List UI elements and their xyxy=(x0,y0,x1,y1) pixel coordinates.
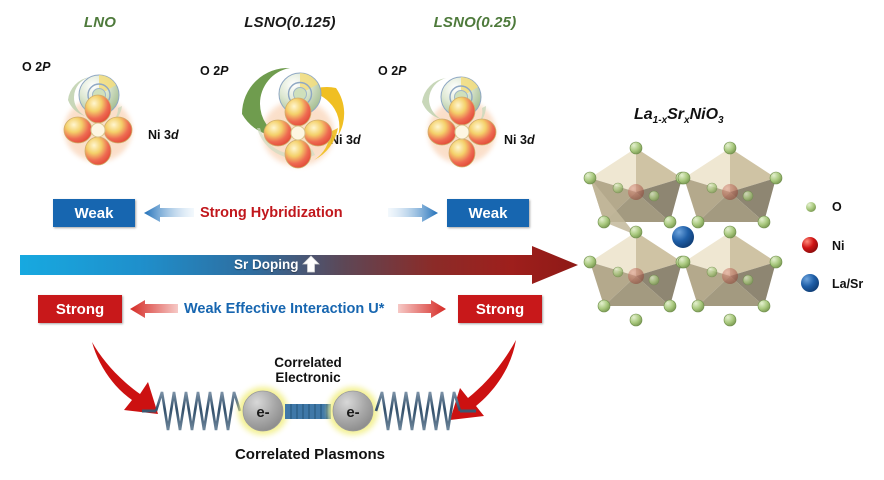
p-lobe-right xyxy=(472,106,486,129)
legend-swatch-o-icon xyxy=(806,202,816,212)
d-lobe-bottom xyxy=(448,138,476,168)
legend-label-o: O xyxy=(832,200,842,214)
spring-left xyxy=(154,391,242,431)
d-lobe-bottom xyxy=(284,139,312,169)
electron-sphere-right xyxy=(332,390,374,432)
interaction-arrow-right-icon xyxy=(398,300,446,318)
d-orbital-center xyxy=(454,124,470,140)
electron-sphere-left xyxy=(242,390,284,432)
hybridization-arrow-left-icon xyxy=(144,204,194,222)
caption-line-1: Correlated xyxy=(274,355,342,370)
octahedron-bottom-left xyxy=(590,232,682,306)
orbital-diagram-lsno0125 xyxy=(241,67,345,169)
d-lobe-left xyxy=(427,118,457,146)
d-lobe-top xyxy=(284,97,312,127)
up-arrow-icon xyxy=(302,255,320,273)
lasr-atom-center xyxy=(672,226,694,248)
d-lobe-right xyxy=(103,116,133,144)
caption-line-2: Electronic xyxy=(275,370,341,386)
legend-label-ni: Ni xyxy=(832,239,845,253)
orbital-diagram-lno xyxy=(63,74,133,166)
o2p-label-lsno0125: O 2P xyxy=(200,64,229,78)
d-lobe-bottom xyxy=(84,136,112,166)
correlated-plasmon-diagram: e- e- xyxy=(142,387,476,435)
strong-box-right: Strong xyxy=(458,295,542,323)
ni-atoms xyxy=(628,184,738,284)
ni3d-label-lno: Ni 3d xyxy=(148,128,179,142)
chemical-formula: La1-xSrxNiO3 xyxy=(634,106,724,127)
d-lobe-top xyxy=(84,94,112,124)
panel-title-lsno0125: LSNO(0.125) xyxy=(244,14,336,31)
legend-label-lasr: La/Sr xyxy=(832,277,864,291)
p-lobe-left xyxy=(422,78,446,119)
o2p-label-lno: O 2P xyxy=(22,60,51,74)
panel-title-lno: LNO xyxy=(83,14,117,31)
d-lobe-right xyxy=(467,118,497,146)
d-lobe-left xyxy=(63,116,93,144)
d-lobe-left xyxy=(263,119,293,147)
octahedron-top-right xyxy=(684,148,776,222)
d-orbital-center xyxy=(290,125,306,141)
d-lobe-right xyxy=(303,119,333,147)
legend-swatch-lasr-icon xyxy=(801,274,819,292)
octahedron-top-left xyxy=(590,148,682,235)
ni3d-label-lsno0125: Ni 3d xyxy=(330,133,361,147)
electron-label-left: e- xyxy=(256,404,269,421)
sr-doping-label: Sr Doping xyxy=(234,257,299,272)
big-red-arrow-left-icon xyxy=(92,342,158,414)
p-lobe-right xyxy=(106,106,122,126)
p-lobe-left xyxy=(68,77,90,116)
hybridization-label: Strong Hybridization xyxy=(200,205,343,221)
legend-swatch-ni-icon xyxy=(802,237,818,253)
electron-label-right: e- xyxy=(346,404,359,421)
ni3d-label-lsno025: Ni 3d xyxy=(504,133,535,147)
weak-box-left: Weak xyxy=(53,199,135,227)
orbital-diagram-lsno025 xyxy=(422,76,497,168)
coupling-spring xyxy=(285,404,331,419)
weak-box-right: Weak xyxy=(447,199,529,227)
d-orbital-center xyxy=(90,122,106,138)
panel-title-lsno025: LSNO(0.25) xyxy=(433,14,517,31)
o2p-label-lsno025: O 2P xyxy=(378,64,407,78)
p-lobe-left-strong xyxy=(241,67,290,138)
octahedron-bottom-right xyxy=(684,232,776,306)
correlated-plasmons-caption: Correlated Plasmons xyxy=(234,446,386,463)
strong-box-left: Strong xyxy=(38,295,122,323)
o-atoms xyxy=(583,141,783,327)
interaction-arrow-left-icon xyxy=(130,300,178,318)
big-red-arrow-right-icon xyxy=(450,340,516,420)
perovskite-structure-diagram xyxy=(583,141,783,327)
hybridization-arrow-right-icon xyxy=(388,204,438,222)
spring-right xyxy=(374,391,462,431)
d-lobe-top xyxy=(448,96,476,126)
sr-doping-arrow xyxy=(20,246,578,284)
interaction-label: Weak Effective Interaction U* xyxy=(184,301,385,317)
correlated-electronic-caption: Correlated Electronic xyxy=(228,355,388,385)
p-lobe-right-strong xyxy=(307,87,345,136)
